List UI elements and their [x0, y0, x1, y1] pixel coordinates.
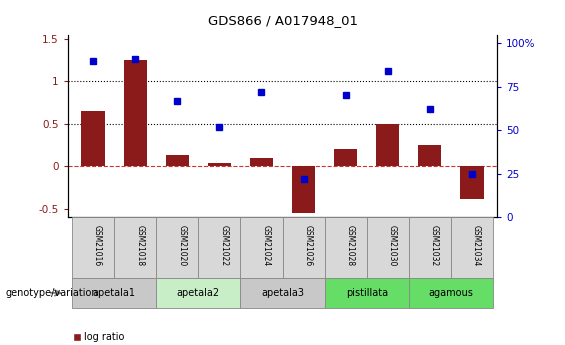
Bar [409, 217, 451, 278]
Text: pistillata: pistillata [346, 288, 388, 298]
Text: GSM21020: GSM21020 [177, 225, 186, 266]
Bar [418, 145, 441, 166]
Text: genotype/variation: genotype/variation [6, 288, 98, 298]
Bar [250, 158, 273, 166]
Text: GSM21022: GSM21022 [219, 225, 228, 266]
Bar [367, 217, 409, 278]
Bar [198, 217, 240, 278]
Text: agamous: agamous [428, 288, 473, 298]
Text: GSM21032: GSM21032 [430, 225, 439, 266]
Bar [334, 149, 357, 166]
Text: apetala3: apetala3 [261, 288, 304, 298]
Text: apetala1: apetala1 [93, 288, 136, 298]
Text: GSM21028: GSM21028 [346, 225, 355, 266]
Bar [451, 217, 493, 278]
Bar [72, 217, 114, 278]
Bar [409, 278, 493, 308]
Bar [166, 155, 189, 166]
Bar [325, 278, 409, 308]
Text: GSM21024: GSM21024 [262, 225, 271, 266]
Text: GSM21026: GSM21026 [303, 225, 312, 266]
Legend: log ratio, percentile rank within the sample: log ratio, percentile rank within the sa… [73, 332, 249, 345]
Bar [124, 60, 147, 166]
Text: GSM21034: GSM21034 [472, 225, 481, 266]
Bar [282, 217, 325, 278]
Bar [240, 217, 282, 278]
Text: GSM21018: GSM21018 [135, 225, 144, 266]
Bar [460, 166, 484, 199]
Bar [376, 124, 399, 166]
Bar [292, 166, 315, 213]
Bar [208, 163, 231, 166]
Bar [156, 217, 198, 278]
Bar [72, 278, 156, 308]
Bar [114, 217, 156, 278]
Bar [240, 278, 325, 308]
Bar [81, 111, 105, 166]
Bar [156, 278, 240, 308]
Text: GSM21016: GSM21016 [93, 225, 102, 266]
Bar [325, 217, 367, 278]
Text: GSM21030: GSM21030 [388, 225, 397, 266]
Text: apetala2: apetala2 [177, 288, 220, 298]
Text: GDS866 / A017948_01: GDS866 / A017948_01 [207, 14, 358, 27]
